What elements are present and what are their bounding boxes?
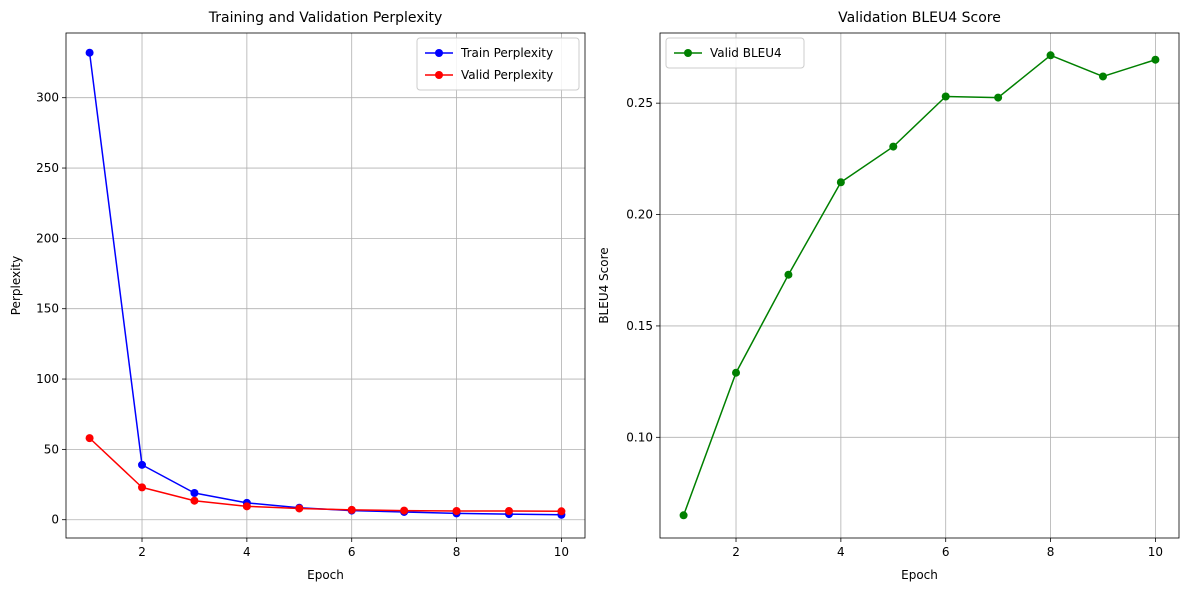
perplexity-y-tick-label: 300 xyxy=(36,91,59,105)
train-perplexity-point xyxy=(190,488,199,497)
bleu4-y-tick-label: 0.25 xyxy=(626,96,653,110)
train-perplexity-point xyxy=(85,48,94,57)
valid-perplexity-point xyxy=(400,506,409,515)
bleu4-x-tick-label: 10 xyxy=(1148,545,1163,559)
perplexity-chart-title: Training and Validation Perplexity xyxy=(208,10,442,26)
valid-perplexity-point xyxy=(557,507,566,516)
valid-bleu4-point xyxy=(732,368,741,377)
perplexity-legend: Train Perplexity Valid Perplexity xyxy=(416,37,580,91)
valid-perplexity-point xyxy=(85,434,94,443)
valid-perplexity-line xyxy=(89,437,562,513)
valid-perplexity-point xyxy=(295,504,304,513)
perplexity-y-tick-label: 0 xyxy=(51,513,59,527)
valid-bleu4-point xyxy=(1046,51,1055,60)
perplexity-x-tick-label: 4 xyxy=(243,545,251,559)
valid-perplexity-point xyxy=(347,505,356,514)
bleu4-y-tick-label: 0.20 xyxy=(626,208,653,222)
valid-bleu4-point xyxy=(889,142,898,151)
bleu4-x-tick-label: 8 xyxy=(1047,545,1055,559)
valid-perplexity-point xyxy=(190,496,199,505)
perplexity-y-axis-label: Perplexity xyxy=(9,256,23,316)
bleu4-chart-title: Validation BLEU4 Score xyxy=(838,10,1001,26)
perplexity-y-tick-label: 150 xyxy=(36,302,59,316)
valid-perplexity-point xyxy=(504,506,513,515)
perplexity-x-axis-label: Epoch xyxy=(307,568,344,582)
train-perplexity-point xyxy=(138,460,147,469)
bleu4-y-tick-label: 0.10 xyxy=(626,430,653,444)
perplexity-x-tick-label: 10 xyxy=(554,545,569,559)
bleu4-x-axis-label: Epoch xyxy=(901,568,938,582)
bleu4-x-tick-label: 6 xyxy=(942,545,950,559)
bleu4-legend: Valid BLEU4 xyxy=(665,37,805,69)
bleu4-y-axis-label: BLEU4 Score xyxy=(597,247,611,323)
valid-bleu4-point xyxy=(1098,72,1107,81)
train-perplexity-legend-label: Train Perplexity xyxy=(460,46,553,60)
bleu4-y-tick-label: 0.15 xyxy=(626,319,653,333)
bleu4-plot-frame xyxy=(659,32,1180,539)
valid-perplexity-point xyxy=(138,483,147,492)
valid-bleu4-legend-label: Valid BLEU4 xyxy=(710,46,782,60)
valid-bleu4-point xyxy=(784,270,793,279)
valid-bleu4-legend-marker xyxy=(684,49,692,57)
train-perplexity-line xyxy=(88,52,562,516)
valid-perplexity-legend-label: Valid Perplexity xyxy=(461,68,553,82)
perplexity-legend-box xyxy=(416,37,580,91)
perplexity-x-tick-label: 6 xyxy=(348,545,356,559)
bleu4-x-tick-label: 4 xyxy=(837,545,845,559)
train-perplexity-legend-marker xyxy=(435,49,443,57)
valid-bleu4-line xyxy=(682,54,1156,516)
perplexity-plot-frame xyxy=(65,32,586,539)
valid-bleu4-point xyxy=(994,93,1003,102)
bleu4-chart: 2 4 6 8 10 0.10 0.15 0.20 0.25 Validation BLEU4 … xyxy=(597,10,1180,582)
perplexity-y-tick-label: 200 xyxy=(36,231,59,245)
bleu4-legend-box xyxy=(665,37,805,69)
valid-bleu4-point xyxy=(836,178,845,187)
valid-perplexity-point xyxy=(452,506,461,515)
perplexity-x-tick-label: 2 xyxy=(138,545,146,559)
bleu4-x-tick-label: 2 xyxy=(732,545,740,559)
perplexity-y-tick-label: 250 xyxy=(36,161,59,175)
perplexity-x-tick-label: 8 xyxy=(453,545,461,559)
valid-bleu4-point xyxy=(679,511,688,520)
perplexity-y-tick-label: 100 xyxy=(36,372,59,386)
perplexity-y-tick-label: 50 xyxy=(44,442,59,456)
valid-perplexity-legend-marker xyxy=(435,71,443,79)
valid-bleu4-point xyxy=(1151,55,1160,64)
valid-bleu4-point xyxy=(941,92,950,101)
valid-perplexity-point xyxy=(242,502,251,511)
